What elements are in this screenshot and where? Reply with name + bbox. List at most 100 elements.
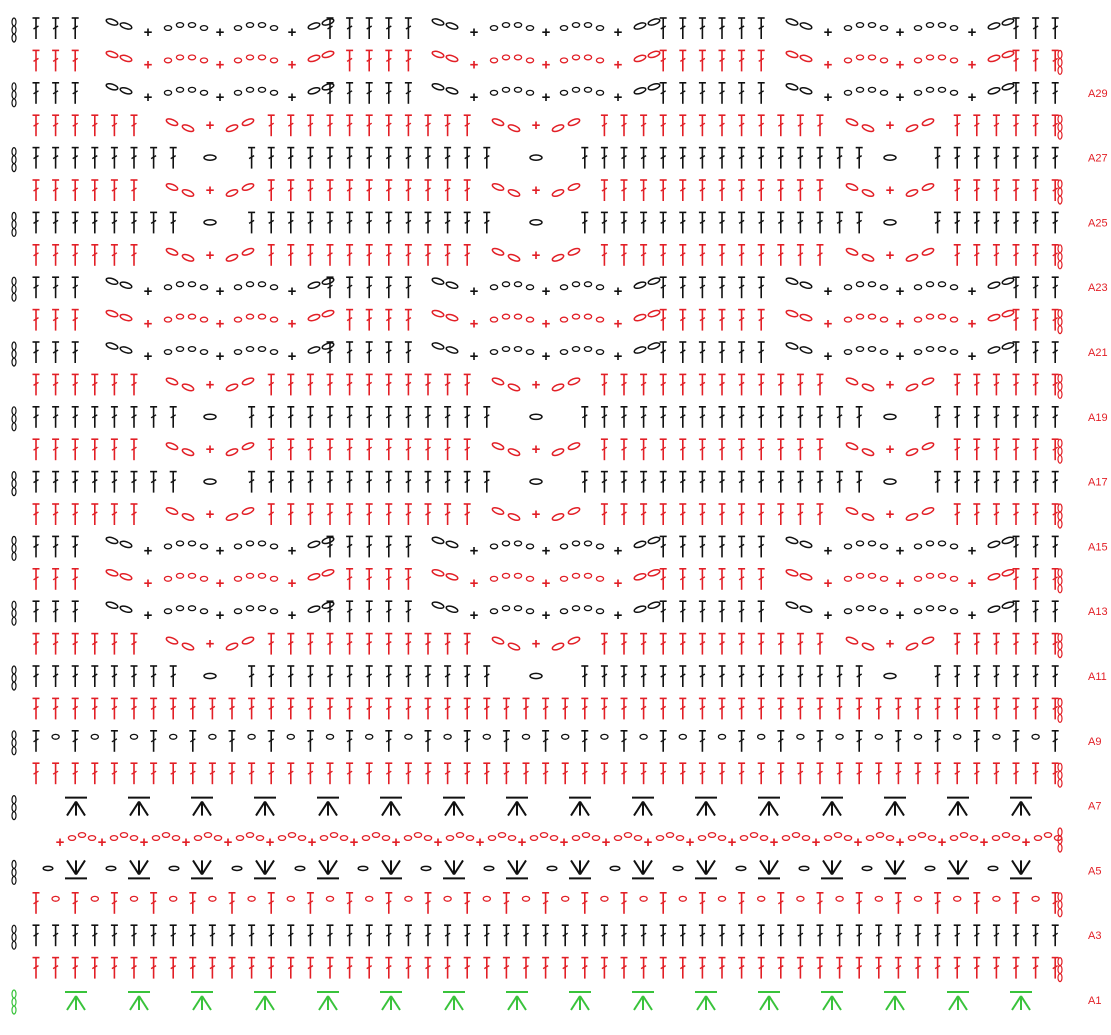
chain-space <box>257 345 267 353</box>
dc-stitch-bar <box>405 673 412 678</box>
chain-stitch <box>225 512 239 522</box>
chain-space <box>245 281 255 288</box>
chain-stitch <box>567 247 581 256</box>
dc-stitch-bar <box>1052 738 1059 743</box>
dc-stitch-bar <box>1032 414 1039 419</box>
dc-cluster-leg <box>327 801 338 817</box>
dc-stitch-bar <box>287 705 294 711</box>
dc-cluster-leg <box>264 995 275 1011</box>
turning-chain-link <box>11 997 17 1007</box>
chain-space <box>199 348 209 356</box>
dc-stitch-bar <box>621 478 627 484</box>
dc-stitch-bar <box>52 57 59 63</box>
chain-space <box>404 733 413 740</box>
chain-space <box>187 54 197 61</box>
dc-stitch-bar <box>738 446 745 451</box>
turning-chain-link <box>1057 389 1063 399</box>
dc-stitch-bar <box>934 705 941 711</box>
chain-space <box>843 348 853 356</box>
dc-stitch-bar <box>934 738 941 743</box>
dc-stitch-bar <box>72 25 79 30</box>
dc-stitch-bar <box>170 964 177 970</box>
turning-chain-link <box>11 802 17 813</box>
dc-stitch-bar <box>523 932 529 937</box>
dc-stitch-bar <box>464 738 471 743</box>
single-crochet-mark: + <box>824 575 833 592</box>
chain-space <box>513 572 523 579</box>
chain-stitch <box>633 540 647 549</box>
dc-stitch-bar <box>111 154 118 160</box>
dc-stitch-bar <box>758 576 765 581</box>
chain-stitch <box>987 22 1001 30</box>
chain-space <box>655 834 665 842</box>
chain-stitch <box>905 642 919 651</box>
chain-stitch <box>905 512 919 522</box>
dc-stitch-bar <box>189 900 196 905</box>
dc-stitch-bar <box>875 705 882 711</box>
turning-chain-link <box>11 924 17 934</box>
dc-cluster-leg <box>696 801 707 817</box>
dc-stitch-bar <box>660 900 667 905</box>
dc-stitch-bar <box>836 705 843 711</box>
single-crochet-mark: + <box>144 348 153 365</box>
dc-stitch-bar <box>170 478 177 484</box>
single-crochet-mark: + <box>886 441 895 458</box>
dc-cluster-leg <box>1020 995 1031 1011</box>
dc-stitch-bar <box>229 932 235 937</box>
dc-stitch-bar <box>72 446 79 451</box>
chain-space <box>233 24 243 32</box>
chain-space <box>952 895 962 902</box>
single-crochet-mark: + <box>532 376 541 393</box>
single-crochet-mark: + <box>144 89 153 106</box>
dc-stitch-bar <box>425 122 431 127</box>
dc-stitch-bar <box>131 219 137 225</box>
chain-stitch <box>785 18 799 26</box>
dc-stitch-bar <box>346 770 353 775</box>
chain-space <box>525 316 535 323</box>
dc-stitch-bar <box>777 478 784 484</box>
dc-stitch-bar <box>836 770 843 775</box>
dc-stitch-bar <box>1052 673 1059 678</box>
dc-stitch-bar <box>346 673 353 678</box>
chain-space <box>501 313 511 320</box>
chain-space <box>879 57 889 64</box>
dc-stitch-bar <box>131 122 137 127</box>
chain-stitch <box>165 442 179 451</box>
dc-stitch-bar <box>346 640 353 646</box>
dc-stitch-bar <box>91 673 98 678</box>
dc-stitch-bar <box>366 511 373 516</box>
dc-stitch-bar <box>483 154 490 160</box>
dc-stitch-bar <box>621 932 627 937</box>
chain-stitch <box>845 636 859 645</box>
single-crochet-mark: + <box>542 348 551 365</box>
chain-space <box>879 543 889 550</box>
single-crochet-mark: + <box>470 575 479 592</box>
dc-stitch-bar <box>150 964 157 970</box>
dc-stitch-bar <box>287 932 294 937</box>
dc-stitch-bar <box>1032 154 1039 160</box>
chain-stitch <box>203 219 217 226</box>
dc-cluster-leg <box>570 801 581 817</box>
single-crochet-mark: + <box>968 575 977 592</box>
single-crochet-mark: + <box>896 56 905 73</box>
single-crochet-mark: + <box>968 316 977 333</box>
dc-stitch-bar <box>405 446 412 451</box>
single-crochet-mark: + <box>532 636 541 653</box>
dc-stitch-bar <box>1013 122 1019 127</box>
dc-stitch-bar <box>307 640 314 646</box>
dc-stitch-bar <box>287 414 294 419</box>
dc-stitch-bar <box>405 57 412 63</box>
dc-stitch-bar <box>797 478 804 484</box>
dc-stitch-bar <box>777 252 784 257</box>
dc-stitch-bar <box>131 673 137 678</box>
dc-stitch-bar <box>699 770 706 775</box>
dc-stitch-bar <box>111 900 118 905</box>
dc-stitch-bar <box>817 770 823 775</box>
chain-space <box>937 345 947 353</box>
chain-stitch <box>165 247 179 256</box>
turning-chain-link <box>11 810 17 821</box>
dc-stitch-bar <box>52 349 59 354</box>
single-crochet-mark: + <box>812 834 821 851</box>
dc-stitch-bar <box>52 219 59 225</box>
